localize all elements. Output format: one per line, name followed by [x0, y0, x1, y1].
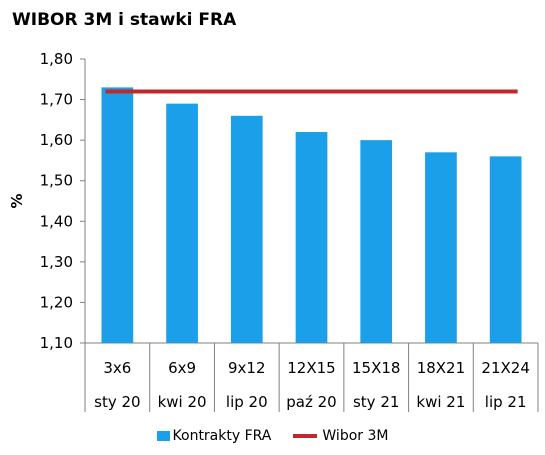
x-subtick-label: lip 21	[485, 393, 527, 411]
legend-bar-label: Kontrakty FRA	[172, 428, 272, 444]
bar	[166, 103, 198, 343]
bar	[295, 132, 328, 343]
x-tick-label: 15X18	[352, 359, 400, 377]
y-tick-label: 1,50	[40, 172, 73, 190]
bar-series	[101, 87, 522, 344]
y-tick-label: 1,40	[40, 212, 73, 230]
legend-line-label: Wibor 3M	[322, 428, 389, 444]
y-tick-label: 1,20	[40, 293, 73, 311]
bar	[360, 140, 393, 343]
y-tick-label: 1,60	[40, 131, 73, 149]
y-tick-label: 1,80	[40, 50, 73, 68]
x-subtick-label: kwi 20	[158, 393, 207, 411]
legend-bar-swatch	[156, 431, 170, 441]
x-tick-label: 3x6	[103, 359, 131, 377]
x-subtick-label: sty 21	[353, 393, 399, 411]
x-subtick-label: paź 20	[286, 393, 336, 411]
x-tick-label: 21X24	[481, 359, 529, 377]
bar	[101, 87, 134, 344]
x-tick-label: 6x9	[168, 359, 196, 377]
chart-title: WIBOR 3M i stawki FRA	[12, 10, 237, 30]
x-subtick-label: kwi 21	[416, 393, 465, 411]
y-tick-label: 1,30	[40, 253, 73, 271]
x-tick-label: 9x12	[228, 359, 266, 377]
legend-item-bar: Kontrakty FRA	[156, 428, 272, 444]
chart-legend: Kontrakty FRA Wibor 3M	[0, 428, 545, 444]
chart-plot: 1,10 1,20 1,30 1,40 1,50 1,60 1,70 1,80 3x6 sty 2…	[8, 50, 539, 412]
axis-labels: 1,10 1,20 1,30 1,40 1,50 1,60 1,70 1,80 3x6 sty 2…	[8, 50, 530, 411]
bar	[425, 152, 457, 343]
x-tick-label: 12X15	[287, 359, 335, 377]
bar	[230, 115, 263, 343]
legend-line-swatch	[293, 434, 318, 438]
legend-item-line: Wibor 3M	[293, 428, 388, 444]
x-subtick-label: sty 20	[94, 393, 140, 411]
x-tick-label: 18X21	[417, 359, 465, 377]
x-subtick-label: lip 20	[226, 393, 268, 411]
y-axis-label: %	[8, 193, 26, 208]
y-tick-label: 1,10	[40, 334, 73, 352]
bar	[489, 156, 522, 343]
y-tick-label: 1,70	[40, 91, 73, 109]
